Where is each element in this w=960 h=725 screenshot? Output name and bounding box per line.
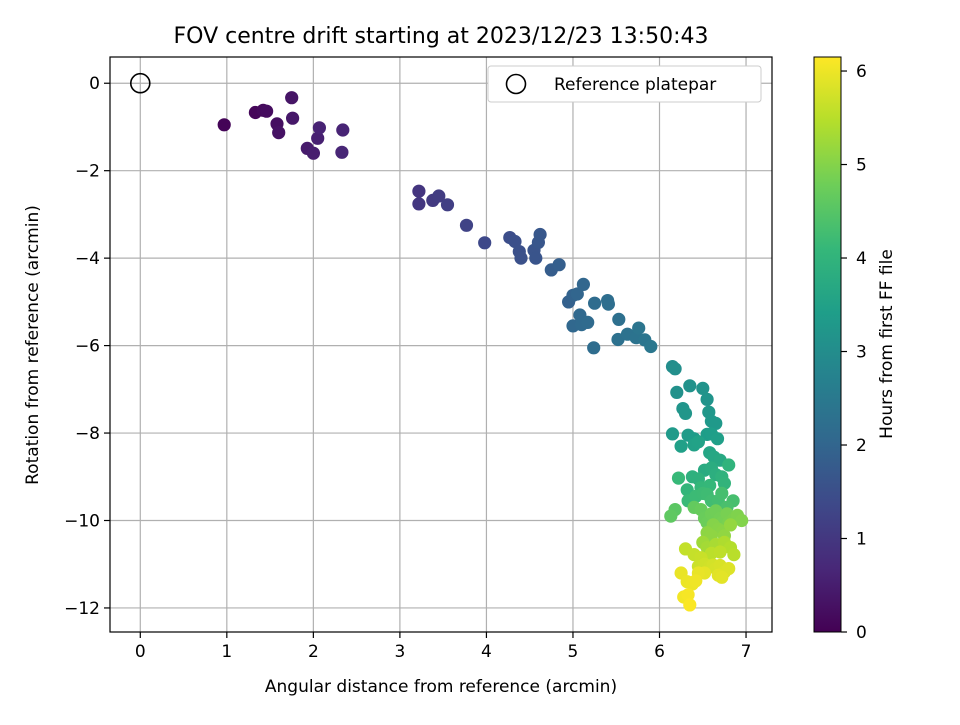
data-point — [632, 321, 646, 335]
data-point — [674, 439, 688, 453]
data-point — [311, 131, 325, 145]
data-point — [412, 184, 426, 198]
x-tick-label: 3 — [394, 642, 405, 662]
data-point — [576, 277, 591, 291]
data-point — [696, 381, 710, 395]
data-point — [587, 341, 601, 355]
data-point — [440, 198, 455, 212]
x-tick-label: 0 — [135, 642, 146, 662]
colorbar-tick-label: 3 — [856, 343, 867, 363]
data-point — [601, 297, 616, 311]
colorbar: 0 1 2 3 4 5 6 Hours from first FF file — [813, 56, 897, 643]
x-tick-label: 1 — [221, 642, 232, 662]
x-tick-label: 4 — [481, 642, 492, 662]
colorbar-tick-label: 2 — [856, 436, 867, 456]
data-point — [552, 258, 566, 272]
grid — [110, 57, 772, 632]
colorbar-tick-label: 5 — [856, 156, 867, 176]
colorbar-ticks: 0 1 2 3 4 5 6 — [841, 62, 867, 643]
legend-label: Reference platepar — [554, 75, 716, 95]
y-axis-label: Rotation from reference (arcmin) — [23, 205, 43, 485]
data-point — [478, 236, 492, 250]
data-point — [312, 121, 326, 135]
data-point — [529, 251, 543, 265]
y-tick-label: −6 — [75, 337, 100, 357]
data-point — [644, 339, 658, 354]
data-point — [668, 362, 682, 376]
data-point — [710, 432, 725, 446]
colorbar-tick-label: 1 — [856, 530, 867, 550]
data-point — [709, 416, 723, 430]
data-point — [722, 458, 736, 472]
data-point — [612, 312, 626, 326]
data-point — [306, 146, 320, 160]
data-point — [570, 287, 584, 301]
data-point — [683, 379, 697, 393]
y-tick-label: −8 — [75, 424, 100, 444]
data-point — [508, 234, 522, 249]
data-point — [723, 518, 738, 532]
legend: Reference platepar — [487, 65, 762, 103]
data-point — [286, 111, 300, 125]
data-point — [588, 296, 602, 310]
data-point — [412, 197, 426, 211]
y-tick-label: −12 — [64, 599, 100, 619]
legend-box — [487, 65, 762, 103]
data-point — [670, 385, 684, 399]
data-point — [678, 406, 693, 420]
reference-platepar-marker — [129, 72, 151, 94]
data-point — [665, 427, 680, 441]
y-tick-label: −4 — [75, 249, 100, 269]
data-point — [335, 145, 349, 159]
plot-frame — [109, 56, 773, 633]
data-point — [260, 104, 274, 118]
data-point — [664, 509, 678, 523]
data-point — [735, 513, 749, 528]
data-point — [681, 588, 695, 602]
data-point — [715, 486, 729, 500]
data-point — [727, 548, 741, 562]
x-tick-label: 5 — [568, 642, 579, 662]
data-points — [129, 72, 749, 612]
data-point — [581, 315, 595, 329]
axes: 0 1 2 3 4 5 6 7 0 −2 −4 −6 −8 −10 −12 — [64, 56, 773, 662]
colorbar-tick-label: 4 — [856, 249, 867, 269]
data-point — [514, 251, 528, 265]
data-point — [691, 435, 706, 449]
legend-marker-open-circle — [505, 73, 527, 95]
y-tick-label: −2 — [75, 162, 100, 182]
data-point — [285, 91, 299, 105]
y-tick-label: −10 — [64, 511, 100, 531]
data-point — [336, 123, 350, 137]
data-point — [715, 570, 729, 584]
data-point — [689, 574, 703, 588]
data-point — [717, 476, 732, 490]
colorbar-label: Hours from first FF file — [877, 249, 897, 439]
data-point — [671, 471, 686, 485]
data-point — [217, 118, 231, 132]
chart-title: FOV centre drift starting at 2023/12/23 … — [174, 24, 709, 49]
data-point — [713, 545, 727, 559]
data-point — [683, 598, 697, 612]
data-point — [533, 227, 547, 242]
x-tick-label: 6 — [654, 642, 665, 662]
data-point — [432, 189, 446, 203]
x-axis-label: Angular distance from reference (arcmin) — [265, 677, 617, 697]
data-point — [459, 218, 474, 232]
y-tick-label: 0 — [89, 74, 100, 94]
x-tick-label: 7 — [741, 642, 752, 662]
colorbar-tick-label: 0 — [856, 623, 867, 643]
colorbar-tick-label: 6 — [856, 62, 867, 82]
x-tick-label: 2 — [308, 642, 319, 662]
colorbar-gradient — [813, 56, 842, 633]
data-point — [700, 392, 714, 406]
data-point — [272, 126, 286, 140]
